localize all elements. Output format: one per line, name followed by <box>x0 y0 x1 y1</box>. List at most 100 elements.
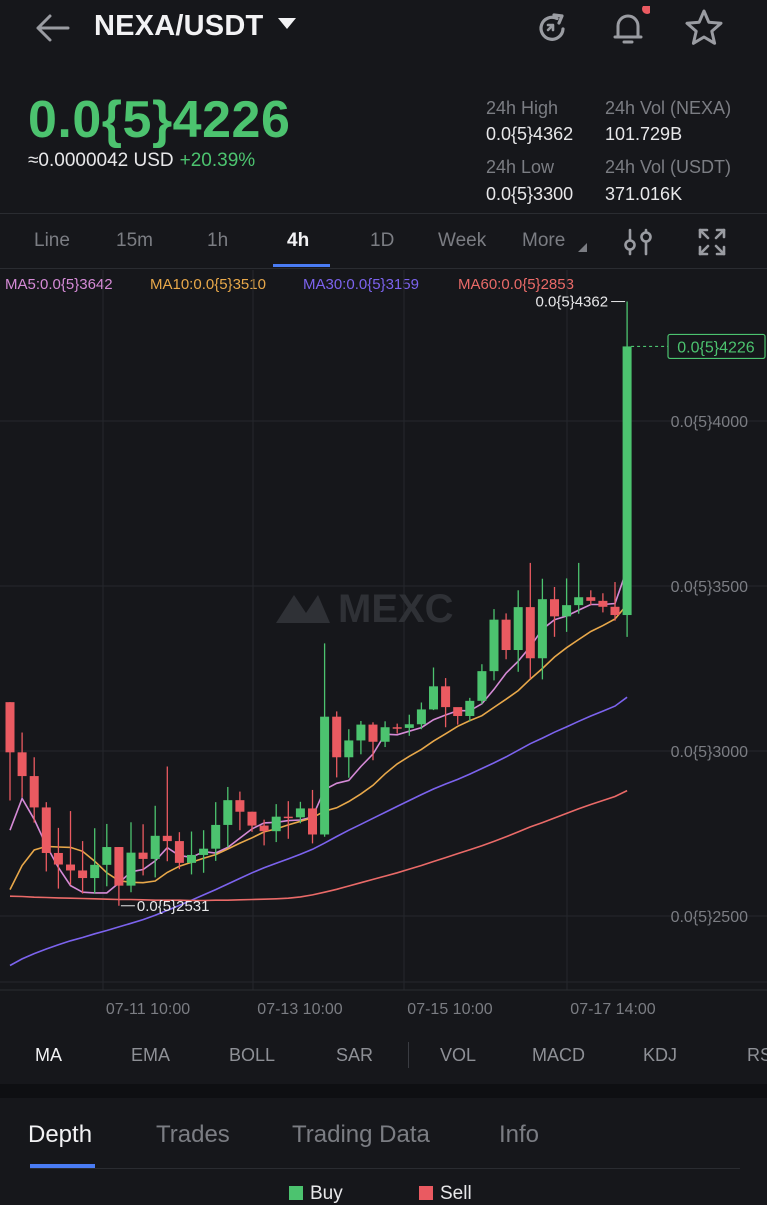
indicator-tab-boll[interactable]: BOLL <box>229 1045 276 1065</box>
indicator-settings-button[interactable] <box>620 226 656 258</box>
x-axis: 07-11 10:00 07-13 10:00 07-15 10:00 07-17 1… <box>106 1001 656 1018</box>
candle-down <box>247 811 257 832</box>
candle-up <box>562 578 572 632</box>
timeframe-active-indicator <box>273 264 330 267</box>
candle-body <box>126 852 136 886</box>
fullscreen-button[interactable] <box>696 226 728 258</box>
high-marker-label: 0.0{5}4362 <box>536 294 609 311</box>
candle-down <box>283 801 293 839</box>
candle-up <box>150 805 160 878</box>
candle-body <box>513 607 523 651</box>
refresh-button[interactable] <box>530 6 574 50</box>
alerts-button[interactable] <box>606 4 652 50</box>
sell-legend-label: Sell <box>440 1183 472 1204</box>
candle-up <box>513 590 523 672</box>
candle-down <box>586 590 596 606</box>
candle-up <box>489 609 499 681</box>
indicator-tab-sar[interactable]: SAR <box>336 1045 374 1065</box>
vol-quote-label: 24h Vol (USDT) <box>605 157 732 177</box>
candle-up <box>574 562 584 614</box>
trading-pair-title[interactable]: NEXA/USDT <box>94 10 264 42</box>
candle-down <box>138 824 148 876</box>
candle-down <box>441 678 451 728</box>
timeframe-tab-week[interactable]: Week <box>438 230 487 251</box>
candlestick-chart[interactable]: MEXC 0.0{5}40000.0{5}35000.0{5}30000.0{5… <box>0 270 767 1025</box>
back-arrow-icon <box>36 14 70 42</box>
candle-body <box>41 807 51 853</box>
y-tick-label: 0.0{5}2500 <box>671 909 749 926</box>
last-price: 0.0{5}4226 <box>28 91 291 149</box>
candle-body <box>404 724 414 728</box>
candle-up <box>622 301 632 637</box>
sell-legend-swatch <box>419 1186 433 1200</box>
candle-down <box>235 791 245 831</box>
indicator-tab-kdj[interactable]: KDJ <box>643 1045 678 1065</box>
favorite-button[interactable] <box>682 6 726 50</box>
more-caret-icon <box>578 243 587 252</box>
tab-trades[interactable]: Trades <box>156 1121 230 1148</box>
x-tick-label: 07-15 10:00 <box>407 1001 493 1018</box>
candle-body <box>550 599 559 617</box>
candle-body <box>356 724 366 741</box>
divider <box>0 213 767 214</box>
candle-body <box>622 346 632 616</box>
indicator-tab-rsi[interactable]: RS <box>747 1045 767 1065</box>
candle-body <box>102 847 112 865</box>
timeframe-tab-line[interactable]: Line <box>34 230 70 251</box>
candle-up <box>211 802 221 861</box>
star-icon <box>685 9 723 45</box>
chevron-down-icon[interactable] <box>278 18 296 29</box>
mexc-logo-icon <box>276 595 330 623</box>
candle-up <box>271 804 281 843</box>
ma10-legend: MA10:0.0{5}3510 <box>150 276 266 293</box>
divider <box>0 268 767 269</box>
candle-down <box>53 827 63 889</box>
tab-depth[interactable]: Depth <box>28 1121 93 1148</box>
usd-price-line: ≈0.0000042 USD +20.39% <box>28 150 255 172</box>
candle-body <box>174 841 184 863</box>
candle-body <box>465 700 475 717</box>
top-bar: NEXA/USDT <box>0 0 767 60</box>
candle-down <box>17 732 27 798</box>
candle-body <box>537 599 547 659</box>
candle-body <box>562 605 572 617</box>
indicator-tab-ma[interactable]: MA <box>35 1045 62 1065</box>
candle-body <box>598 600 608 607</box>
watermark-text: MEXC <box>338 587 454 631</box>
tab-trading-data[interactable]: Trading Data <box>292 1121 430 1148</box>
timeframe-tab-1h[interactable]: 1h <box>207 230 229 251</box>
candle-body <box>416 709 426 725</box>
candle-body <box>308 808 317 835</box>
indicator-tab-macd[interactable]: MACD <box>532 1045 585 1065</box>
timeframe-tab-15m[interactable]: 15m <box>116 230 153 251</box>
candle-down <box>610 582 620 621</box>
y-tick-label: 0.0{5}3000 <box>671 744 749 761</box>
back-button[interactable] <box>30 8 74 48</box>
candle-body <box>53 852 63 865</box>
indicator-tab-ema[interactable]: EMA <box>131 1045 171 1065</box>
candle-body <box>453 707 463 717</box>
ma30-line <box>9 696 628 967</box>
candle-up <box>295 801 305 824</box>
candle-body <box>392 727 402 729</box>
low-marker-label: 0.0{5}2531 <box>137 898 210 915</box>
ma10-line <box>9 603 628 890</box>
candle-up <box>320 643 330 837</box>
candle-body <box>259 825 269 832</box>
candle-body <box>187 854 196 863</box>
timeframe-tab-1d[interactable]: 1D <box>370 230 395 251</box>
tab-info[interactable]: Info <box>499 1121 540 1148</box>
tab-active-indicator <box>30 1164 95 1168</box>
ma5-legend: MA5:0.0{5}3642 <box>5 276 113 293</box>
indicator-tab-vol[interactable]: VOL <box>440 1045 477 1065</box>
ma60-line <box>9 789 628 902</box>
timeframe-tab-more[interactable]: More <box>522 230 566 251</box>
candle-body <box>610 606 620 616</box>
candle-down <box>162 766 172 862</box>
candle-up <box>537 578 547 680</box>
candle-body <box>90 864 100 879</box>
candle-down <box>598 593 608 613</box>
candle-body <box>5 702 15 753</box>
candle-down <box>29 757 39 823</box>
timeframe-tab-4h[interactable]: 4h <box>287 230 310 251</box>
